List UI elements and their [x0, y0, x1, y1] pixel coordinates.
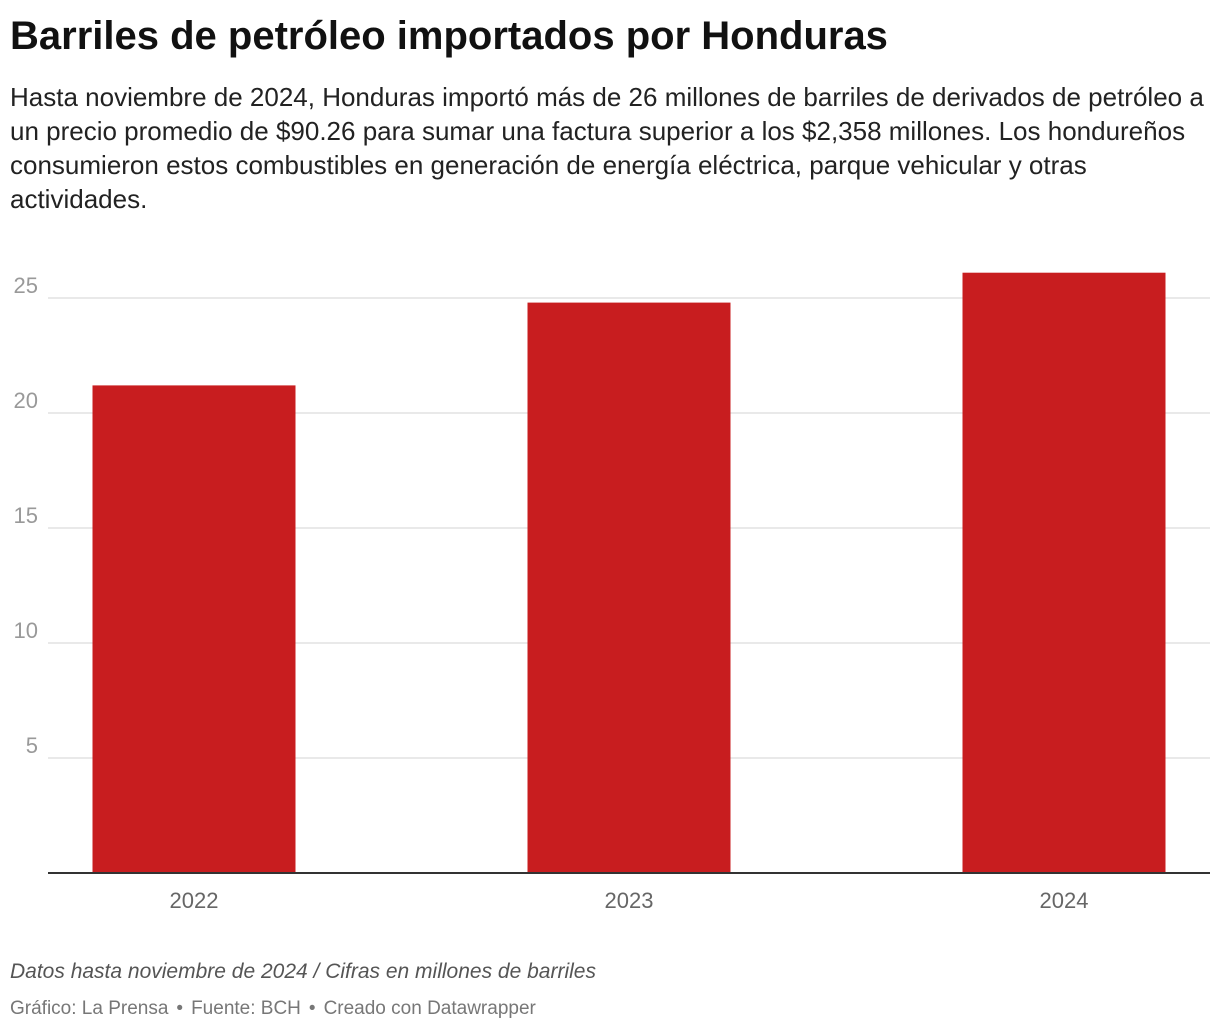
chart-description: Hasta noviembre de 2024, Honduras import…	[10, 82, 1204, 214]
y-tick-label: 10	[14, 618, 38, 643]
y-tick-label: 25	[14, 273, 38, 298]
bars-layer	[92, 272, 1166, 874]
chart-footer: Gráfico: La Prensa • Fuente: BCH • Creado co…	[10, 998, 536, 1020]
y-tick-label: 15	[14, 503, 38, 528]
x-tick-label: 2023	[605, 888, 654, 913]
source-text: Fuente: BCH	[191, 998, 301, 1019]
chart-notes: Datos hasta noviembre de 2024 / Cifras e…	[10, 960, 596, 983]
tool-text: Creado con Datawrapper	[323, 998, 536, 1019]
chart-title: Barriles de petróleo importados por Hond…	[10, 14, 888, 58]
y-tick-label: 5	[26, 733, 38, 758]
bar-2022	[92, 385, 296, 873]
x-axis-labels: 2022 2023 2024	[170, 888, 1089, 913]
x-tick-label: 2024	[1040, 888, 1089, 913]
x-tick-label: 2022	[170, 888, 219, 913]
y-tick-label: 20	[14, 388, 38, 413]
footer-separator: •	[176, 998, 184, 1019]
bar-chart: 5 10 15 20 25 2022 2023 2024	[14, 272, 1210, 913]
bar-2023	[527, 302, 731, 874]
credit-text: Gráfico: La Prensa	[10, 998, 169, 1019]
bar-2024	[962, 272, 1166, 873]
footer-separator: •	[308, 998, 316, 1019]
